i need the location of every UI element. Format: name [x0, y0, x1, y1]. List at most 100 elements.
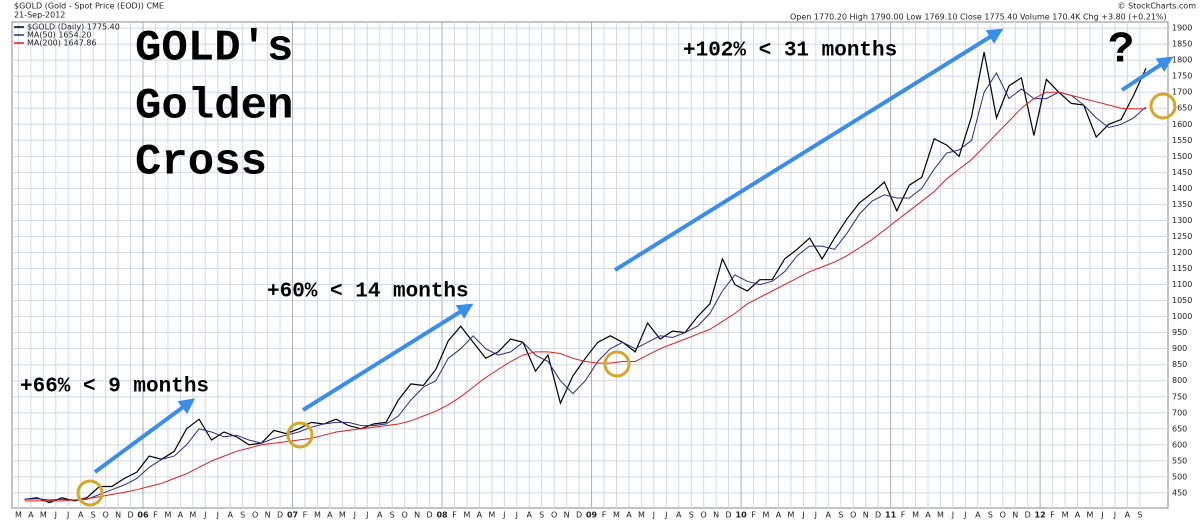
x-tick-label: A	[826, 511, 832, 520]
x-tick-label: J	[216, 511, 219, 520]
legend-label: MA(200) 1647.86	[27, 39, 97, 48]
y-tick-label: 950	[1172, 328, 1187, 337]
x-tick-label: M	[189, 511, 196, 520]
x-tick-label: J	[365, 511, 368, 520]
x-tick-label: J	[814, 511, 817, 520]
x-tick-label: J	[54, 511, 57, 520]
y-tick-label: 700	[1172, 408, 1187, 417]
annotation: Golden	[135, 82, 293, 132]
x-tick-label: F	[751, 511, 756, 520]
series-line	[24, 71, 1147, 501]
x-tick-label: A	[527, 511, 533, 520]
x-tick-label: J	[801, 511, 804, 520]
x-tick-label: F	[602, 511, 607, 520]
arrow	[93, 398, 196, 474]
x-tick-label: M	[339, 511, 346, 520]
x-tick-label: F	[1050, 511, 1055, 520]
x-tick-label: 07	[287, 511, 298, 520]
x-tick-label: D	[576, 511, 582, 520]
cross-markers	[76, 92, 1177, 507]
x-tick-label: 08	[436, 511, 448, 520]
x-tick-label: M	[40, 511, 47, 520]
x-tick-label: M	[937, 511, 944, 520]
x-tick-label: F	[901, 511, 906, 520]
x-tick-label: F	[452, 511, 457, 520]
annotation: +60% < 14 months	[267, 281, 469, 304]
arrows	[93, 28, 1174, 474]
legend-label: MA(50) 1654.20	[27, 31, 91, 40]
y-tick-label: 1750	[1172, 72, 1192, 81]
y-tick-label: 1300	[1172, 216, 1192, 225]
x-tick-label: 10	[736, 511, 748, 520]
x-tick-label: N	[414, 511, 420, 520]
x-tick-label: S	[240, 511, 245, 520]
y-tick-label: 1400	[1172, 184, 1192, 193]
series-line	[24, 91, 1146, 502]
annotation: GOLD's	[135, 24, 293, 74]
plot-area	[11, 21, 1169, 509]
x-tick-label: M	[164, 511, 171, 520]
x-tick-label: M	[912, 511, 919, 520]
x-tick-label: D	[1025, 511, 1031, 520]
x-tick-label: S	[988, 511, 993, 520]
x-tick-label: A	[327, 511, 333, 520]
x-tick-label: N	[713, 511, 719, 520]
x-tick-label: D	[426, 511, 432, 520]
x-tick-label: M	[464, 511, 471, 520]
arrow	[1120, 56, 1174, 92]
x-tick-label: S	[838, 511, 843, 520]
x-tick-label: O	[850, 511, 856, 520]
annotation: Cross	[135, 138, 267, 188]
circle	[603, 350, 631, 378]
x-tick-label: A	[377, 511, 383, 520]
x-tick-label: J	[963, 511, 966, 520]
x-tick-label: D	[875, 511, 881, 520]
y-tick-label: 500	[1172, 472, 1187, 481]
x-tick-label: A	[477, 511, 483, 520]
x-tick-label: 06	[137, 511, 149, 520]
y-tick-label: 1150	[1172, 264, 1192, 273]
y-tick-label: 1450	[1172, 168, 1192, 177]
x-tick-label: F	[153, 511, 158, 520]
y-tick-label: 1000	[1172, 312, 1192, 321]
circle	[1149, 92, 1177, 120]
x-tick-label: A	[626, 511, 632, 520]
x-tick-label: A	[178, 511, 184, 520]
x-tick-label: J	[203, 511, 206, 520]
x-tick-label: O	[701, 511, 707, 520]
y-tick-label: 1050	[1172, 296, 1192, 305]
y-tick-label: 650	[1172, 424, 1187, 433]
legend-label: $GOLD (Daily) 1775.40	[27, 23, 120, 32]
x-tick-label: O	[1000, 511, 1006, 520]
x-tick-label: F	[303, 511, 308, 520]
y-tick-label: 1900	[1172, 24, 1192, 33]
x-tick-label: S	[689, 511, 694, 520]
circle	[76, 479, 104, 507]
y-tick-label: 850	[1172, 360, 1187, 369]
y-tick-label: 1650	[1172, 104, 1192, 113]
x-tick-label: M	[787, 511, 794, 520]
y-tick-label: 1350	[1172, 200, 1192, 209]
x-tick-label: J	[502, 511, 505, 520]
y-tick-label: 800	[1172, 376, 1187, 385]
chart-date: 21-Sep-2012	[14, 11, 65, 20]
x-tick-label: N	[863, 511, 869, 520]
x-tick-label: A	[975, 511, 981, 520]
annotation: +66% < 9 months	[20, 376, 209, 399]
x-tick-label: M	[1087, 511, 1094, 520]
y-tick-label: 1700	[1172, 88, 1192, 97]
x-tick-label: A	[1125, 511, 1131, 520]
source: © StockCharts.com	[1118, 2, 1197, 11]
x-tick-label: D	[277, 511, 283, 520]
x-tick-label: J	[652, 511, 655, 520]
y-tick-label: 450	[1172, 488, 1187, 497]
annotation: ?	[1108, 26, 1134, 76]
x-tick-label: J	[664, 511, 667, 520]
x-tick-label: A	[78, 511, 84, 520]
circle	[286, 421, 314, 449]
x-tick-label: S	[390, 511, 395, 520]
y-tick-label: 1500	[1172, 152, 1192, 161]
x-tick-label: J	[1100, 511, 1103, 520]
y-tick-label: 1850	[1172, 40, 1192, 49]
